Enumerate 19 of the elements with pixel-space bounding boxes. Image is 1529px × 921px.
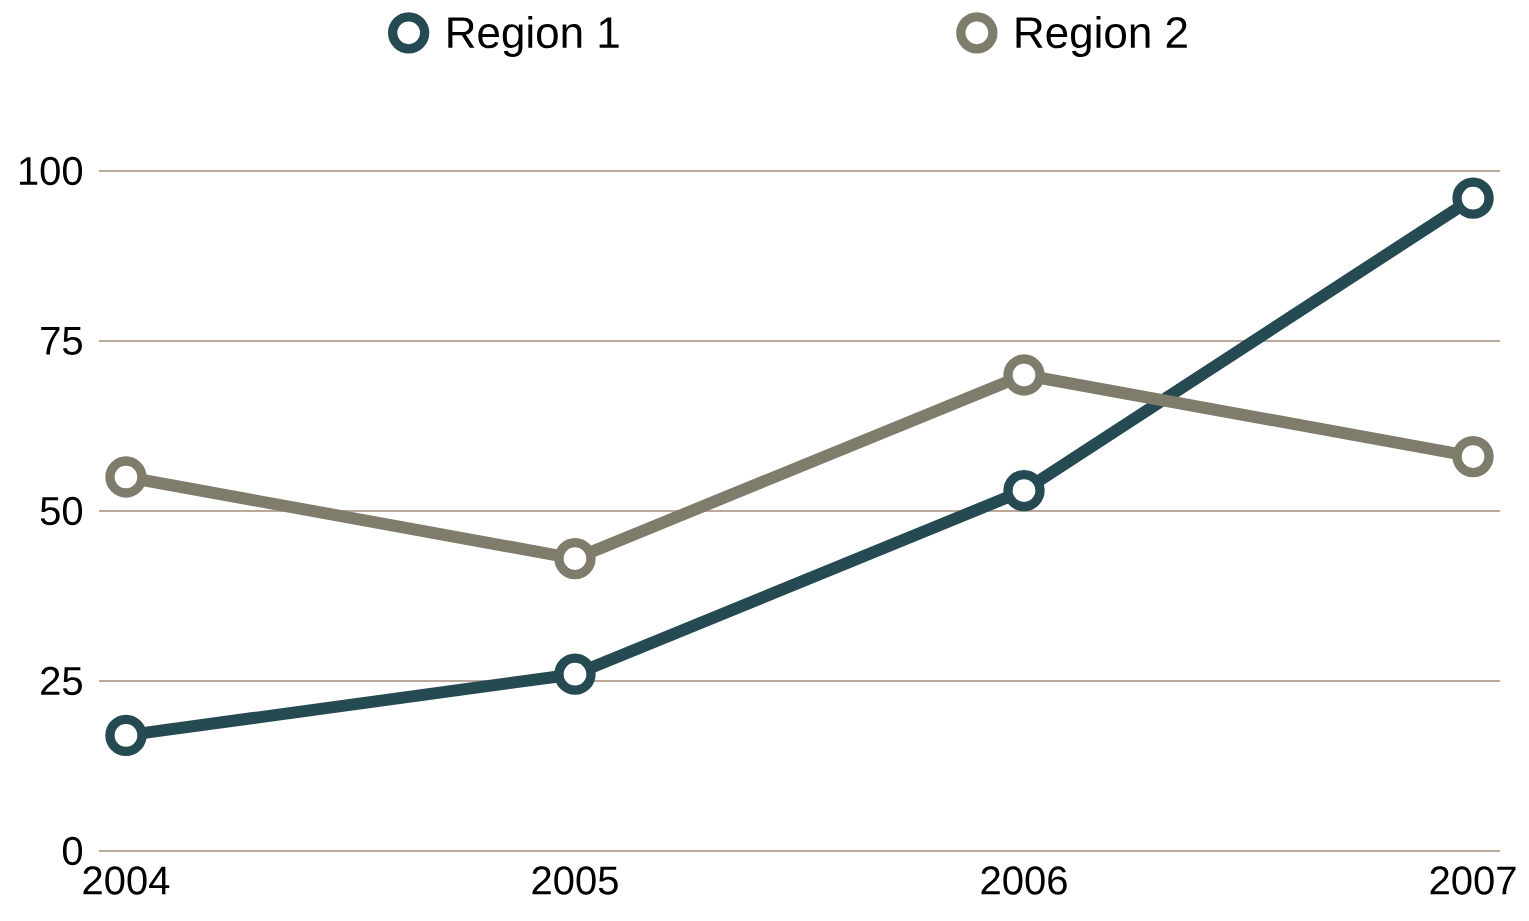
y-tick-label: 100 <box>19 156 83 186</box>
point <box>105 456 147 498</box>
y-tick-label: 50 <box>40 496 83 526</box>
y-tick-label: 25 <box>41 666 82 696</box>
y-tick-label: 0 <box>62 836 83 866</box>
x-tick-label: 2004 <box>83 866 170 895</box>
point <box>554 537 596 580</box>
point <box>105 714 147 757</box>
x-tick-label: 2007 <box>1430 866 1516 895</box>
point <box>554 653 596 695</box>
point <box>1003 354 1045 396</box>
legend-label: Region 1 <box>448 15 619 57</box>
x-tick-label: 2005 <box>532 866 618 895</box>
point <box>1003 469 1045 512</box>
point <box>1452 435 1494 478</box>
y-tick-label: 75 <box>41 327 82 355</box>
legend-label: Region 2 <box>1016 15 1187 57</box>
point <box>1452 177 1494 219</box>
x-tick-label: 2006 <box>981 866 1067 895</box>
